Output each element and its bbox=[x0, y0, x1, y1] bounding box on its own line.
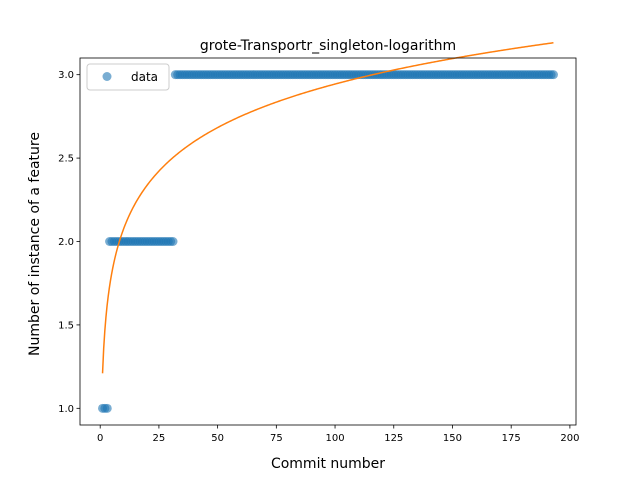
x-tick-label: 75 bbox=[270, 433, 283, 444]
plot-area bbox=[98, 42, 558, 413]
chart-title: grote-Transportr_singleton-logarithm bbox=[200, 38, 456, 54]
y-tick-label: 1.5 bbox=[58, 320, 74, 331]
x-tick-label: 25 bbox=[153, 433, 166, 444]
y-tick-label: 2.0 bbox=[58, 237, 74, 248]
y-tick-label: 1.0 bbox=[58, 404, 74, 415]
y-tick-label: 2.5 bbox=[58, 154, 74, 165]
axes: 0 25 50 75 100 125 150 175 200 1.0 1.5 2.0 2.5 3.0 bbox=[58, 57, 579, 444]
x-tick-label: 175 bbox=[502, 433, 521, 444]
data-point bbox=[102, 403, 112, 413]
x-tick-label: 125 bbox=[384, 433, 403, 444]
x-axis-label: Commit number bbox=[271, 456, 385, 472]
x-tick-label: 200 bbox=[560, 433, 579, 444]
data-point bbox=[168, 237, 178, 246]
x-tick-label: 50 bbox=[211, 433, 224, 444]
x-tick-label: 0 bbox=[97, 433, 103, 444]
x-tick-label: 150 bbox=[443, 433, 462, 444]
data-point bbox=[548, 70, 558, 80]
fit-line bbox=[101, 42, 554, 374]
legend-label-data: data bbox=[131, 70, 158, 84]
y-axis-label: Number of instance of a feature bbox=[27, 132, 43, 356]
legend-box bbox=[86, 63, 170, 91]
legend: data bbox=[86, 63, 170, 91]
x-tick-label: 100 bbox=[325, 433, 344, 444]
legend-marker-data bbox=[102, 72, 112, 81]
y-tick-label: 3.0 bbox=[58, 70, 74, 81]
